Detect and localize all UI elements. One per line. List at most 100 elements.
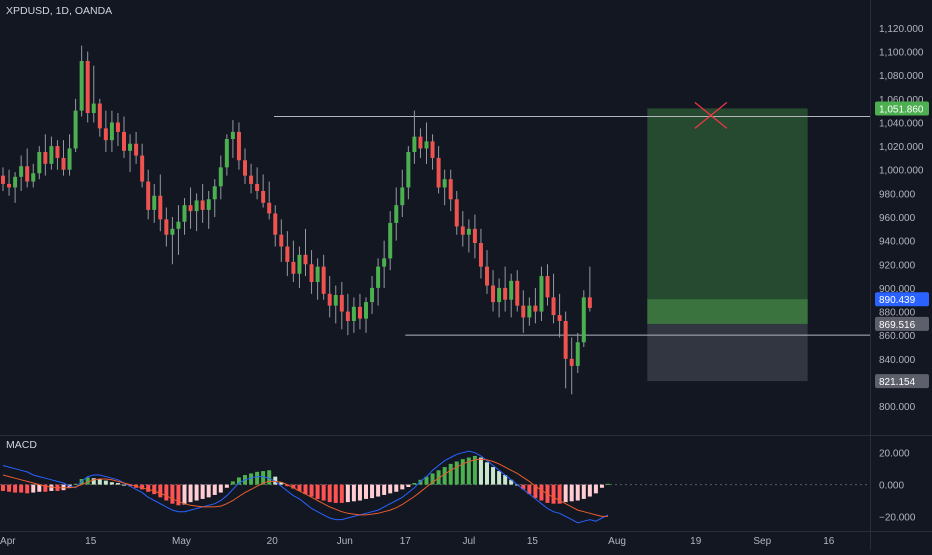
price-tick-label: 1,000.000 — [879, 166, 924, 177]
candle-body — [515, 280, 520, 306]
candle — [315, 258, 320, 300]
candle-body — [503, 287, 508, 300]
profit-fill-zone[interactable] — [647, 299, 808, 324]
candle-body — [454, 199, 459, 227]
candle-body — [67, 148, 72, 170]
price-label-text: 821.154 — [879, 377, 916, 388]
macd-histogram-bar — [394, 484, 399, 492]
candle — [230, 120, 235, 158]
time-tick-label: 20 — [267, 536, 279, 547]
candle — [200, 183, 205, 223]
position-tool[interactable] — [647, 108, 808, 382]
macd-histogram-bar — [485, 462, 489, 485]
time-axis[interactable]: Apr 15 May 20 Jun 17 Jul 15 Aug 19 Sep 16 — [0, 536, 835, 547]
candle-body — [1, 175, 5, 184]
macd-histogram-bar — [236, 477, 241, 485]
macd-histogram-bar — [357, 484, 362, 501]
candle — [357, 293, 362, 330]
macd-histogram-bar — [442, 467, 447, 485]
candle — [176, 205, 181, 255]
candle — [563, 311, 568, 389]
candle-body — [115, 122, 120, 132]
candle-body — [485, 266, 489, 286]
candle — [321, 254, 326, 300]
macd-histogram-bar — [339, 484, 344, 503]
candle — [557, 293, 562, 338]
candle — [478, 228, 483, 279]
price-label[interactable]: 869.516 — [875, 316, 929, 331]
candle — [400, 169, 405, 217]
candle — [25, 148, 30, 188]
macd-histogram-bar — [606, 483, 610, 485]
cross-mark-icon[interactable] — [694, 101, 728, 129]
candle-body — [279, 234, 284, 247]
macd-line — [2, 450, 609, 524]
candle-body — [224, 139, 229, 168]
candle-body — [128, 143, 133, 151]
candle-body — [412, 136, 417, 152]
candle-body — [176, 221, 181, 229]
macd-histogram-bar — [497, 471, 502, 485]
candle-body — [261, 191, 266, 203]
macd-histogram-bar — [170, 484, 175, 504]
price-label[interactable]: 890.439 — [875, 292, 929, 307]
price-tick-label: 1,100.000 — [879, 48, 924, 59]
macd-histogram-bar — [152, 484, 157, 495]
signal-line — [2, 458, 608, 517]
price-tick-label: 960.000 — [879, 213, 916, 224]
price-label[interactable]: 821.154 — [875, 374, 929, 389]
horizontal-lines[interactable] — [274, 116, 870, 336]
target-zone[interactable] — [647, 108, 808, 324]
candle — [194, 193, 199, 232]
candle-body — [575, 342, 580, 366]
time-tick-label: 19 — [690, 536, 702, 547]
candle — [115, 113, 120, 147]
candle-body — [146, 181, 151, 210]
candle — [85, 51, 90, 123]
candle — [212, 179, 217, 217]
candle — [460, 211, 465, 247]
macd-histogram-bar — [249, 473, 254, 485]
macd-histogram-bar — [333, 484, 338, 503]
candle-body — [394, 205, 399, 223]
macd-pane — [0, 450, 870, 524]
candle — [545, 264, 550, 306]
time-tick-label: Apr — [0, 536, 16, 547]
candle-body — [31, 173, 36, 182]
price-label[interactable]: 1,051.860 — [875, 101, 929, 116]
candle-body — [249, 175, 254, 184]
macd-histogram-bar — [472, 455, 477, 485]
macd-histogram-bar — [13, 484, 18, 493]
time-tick-label: Jun — [337, 536, 353, 547]
candle-body — [291, 261, 296, 274]
candle-body — [563, 321, 568, 359]
macd-histogram-bar — [164, 484, 169, 501]
symbol-title[interactable]: XPDUSD, 1D, OANDA — [6, 5, 113, 17]
candle-body — [370, 287, 375, 303]
macd-histogram-bar — [188, 484, 193, 503]
macd-histogram-bar — [315, 484, 320, 499]
macd-histogram-bar — [587, 484, 592, 497]
candle — [261, 174, 266, 208]
candle-body — [388, 222, 393, 259]
candle — [218, 155, 223, 200]
candle-body — [134, 143, 139, 156]
macd-histogram-bar — [122, 484, 126, 486]
price-label-box — [875, 292, 929, 307]
macd-tick-label: 0.000 — [879, 481, 904, 492]
candle — [521, 290, 526, 333]
candle-body — [13, 176, 18, 188]
macd-histogram-bar — [593, 484, 598, 494]
candle-body — [418, 136, 423, 149]
macd-indicator-title[interactable]: MACD — [6, 439, 37, 451]
price-tick-label: 1,060.000 — [879, 95, 924, 106]
candle-body — [61, 157, 66, 170]
candle-body — [539, 276, 544, 312]
stop-zone[interactable] — [647, 323, 808, 382]
macd-histogram-bar — [200, 484, 205, 499]
candle-body — [194, 200, 199, 212]
candle-body — [400, 187, 405, 206]
candle-body — [357, 306, 362, 319]
